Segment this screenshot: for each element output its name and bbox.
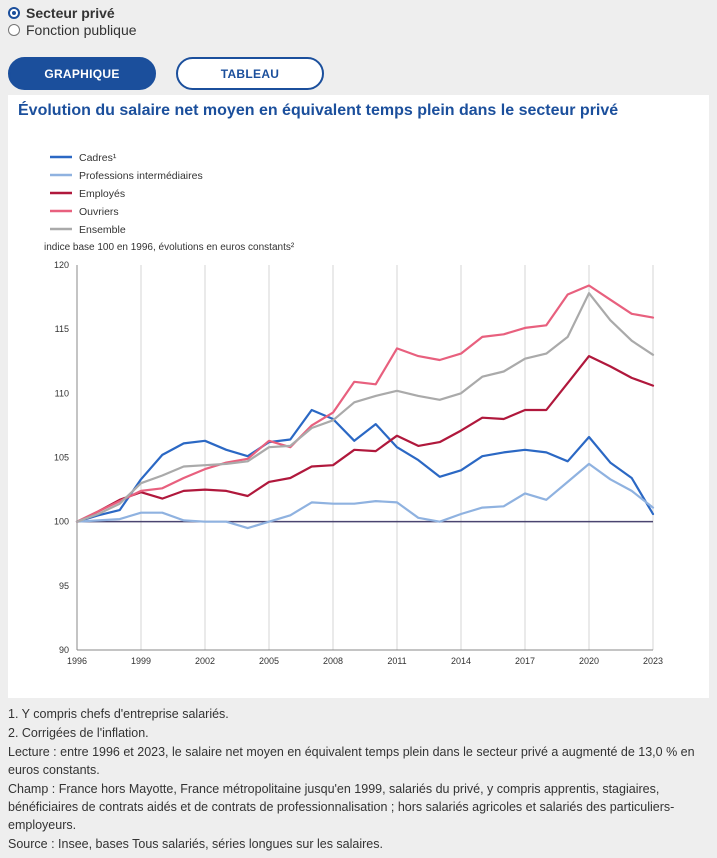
chart-notes: 1. Y compris chefs d'entreprise salariés… xyxy=(8,705,711,853)
x-tick-label: 2002 xyxy=(195,656,215,666)
sector-radio-group: Secteur privé Fonction publique xyxy=(8,4,137,38)
series-line-2 xyxy=(75,462,655,530)
y-tick-label: 105 xyxy=(54,453,69,463)
chart-title: Évolution du salaire net moyen en équiva… xyxy=(18,102,619,119)
graphique-button[interactable]: GRAPHIQUE xyxy=(8,57,156,90)
note-cadres: 1. Y compris chefs d'entreprise salariés… xyxy=(8,707,229,721)
tableau-button[interactable]: TABLEAU xyxy=(176,57,324,90)
x-tick-label: 2020 xyxy=(579,656,599,666)
x-tick-label: 1996 xyxy=(67,656,87,666)
x-tick-label: 2014 xyxy=(451,656,471,666)
y-tick-label: 100 xyxy=(54,517,69,527)
series-line-1 xyxy=(75,408,655,523)
note-inflation: 2. Corrigées de l'inflation. xyxy=(8,726,149,740)
y-tick-label: 110 xyxy=(55,388,69,398)
radio-label-secteur-prive: Secteur privé xyxy=(26,4,115,21)
line-chart: 1996 1999 2002 2005 2008 2011 2014 2017 2020 2023… xyxy=(44,152,663,666)
note-champ: Champ : France hors Mayotte, France métr… xyxy=(8,782,675,832)
x-tick-label: 2023 xyxy=(643,656,663,666)
note-source: Source : Insee, bases Tous salariés, sér… xyxy=(8,837,383,851)
y-tick-label: 95 xyxy=(59,581,69,591)
legend-label: Employés xyxy=(79,188,125,200)
series-line-3 xyxy=(75,355,655,523)
series-line-4 xyxy=(75,284,655,523)
note-lecture: Lecture : entre 1996 et 2023, le salaire… xyxy=(8,745,695,777)
y-tick-label: 115 xyxy=(55,324,69,334)
x-tick-label: 1999 xyxy=(131,656,151,666)
radio-checked-icon[interactable] xyxy=(8,6,20,19)
y-axis-label: indice base 100 en 1996, évolutions en e… xyxy=(44,242,295,253)
legend-label: Ensemble xyxy=(79,224,126,236)
legend-label: Professions intermédiaires xyxy=(79,170,203,182)
y-tick-label: 90 xyxy=(59,645,69,655)
x-tick-label: 2017 xyxy=(515,656,535,666)
radio-secteur-prive[interactable]: Secteur privé xyxy=(8,4,137,21)
radio-label-fonction-publique: Fonction publique xyxy=(26,21,137,38)
x-tick-label: 2005 xyxy=(259,656,279,666)
radio-unchecked-icon[interactable] xyxy=(8,23,20,36)
chart-panel: Évolution du salaire net moyen en équiva… xyxy=(8,95,709,698)
series-line-5 xyxy=(75,292,655,523)
legend-label: Ouvriers xyxy=(79,206,119,218)
legend-label: Cadres¹ xyxy=(79,152,117,164)
x-tick-label: 2011 xyxy=(387,656,406,666)
radio-fonction-publique[interactable]: Fonction publique xyxy=(8,21,137,38)
x-tick-label: 2008 xyxy=(323,656,343,666)
y-tick-label: 120 xyxy=(54,260,69,270)
